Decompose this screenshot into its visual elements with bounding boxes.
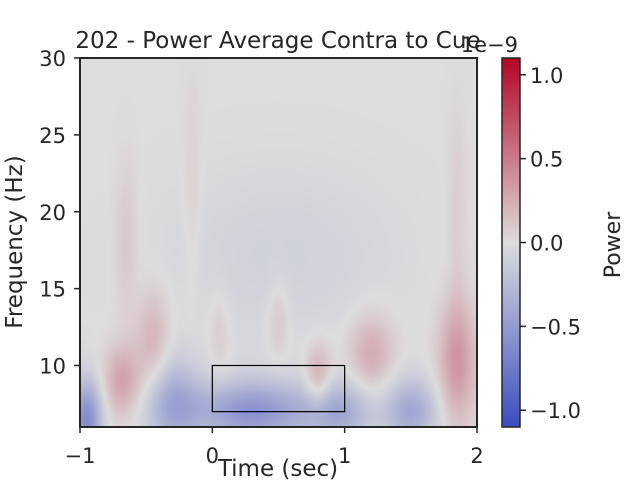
colorbar-tick-label: 0.0: [530, 232, 563, 256]
colorbar-label: Power: [601, 211, 626, 278]
highlight-box: [211, 364, 346, 413]
plot-area: [79, 57, 478, 428]
colorbar-ticks: 1.0 0.5 0.0 −0.5 −1.0: [520, 64, 581, 423]
plot-frame: [79, 57, 478, 428]
colorbar: 1.0 0.5 0.0 −0.5 −1.0 1e−9 Power: [461, 33, 626, 428]
colorbar-offset-text: 1e−9: [461, 33, 518, 57]
x-tick-label: −1: [65, 444, 96, 468]
y-tick-label: 25: [39, 124, 66, 148]
y-tick-label: 15: [39, 278, 66, 302]
colorbar-gradient: [501, 57, 521, 428]
x-tick-label: 1: [338, 444, 351, 468]
colorbar-tick-label: 1.0: [530, 64, 563, 88]
y-tick-label: 20: [39, 201, 66, 225]
colorbar-tick-label: −1.0: [530, 399, 581, 423]
x-axis-label: Time (sec): [217, 456, 338, 480]
colorbar-tick-label: −0.5: [530, 315, 581, 339]
y-tick-label: 10: [39, 355, 66, 379]
chart-title: 202 - Power Average Contra to Cue: [75, 28, 480, 54]
x-tick-label: 2: [470, 444, 483, 468]
y-axis: 10 15 20 25 30: [39, 47, 80, 379]
x-axis: −1 0 1 2: [65, 427, 484, 468]
y-axis-label: Frequency (Hz): [2, 155, 28, 328]
x-tick-label: 0: [206, 444, 219, 468]
y-tick-label: 30: [39, 47, 66, 71]
colorbar-tick-label: 0.5: [530, 148, 563, 172]
heatmap-image: [80, 58, 477, 427]
